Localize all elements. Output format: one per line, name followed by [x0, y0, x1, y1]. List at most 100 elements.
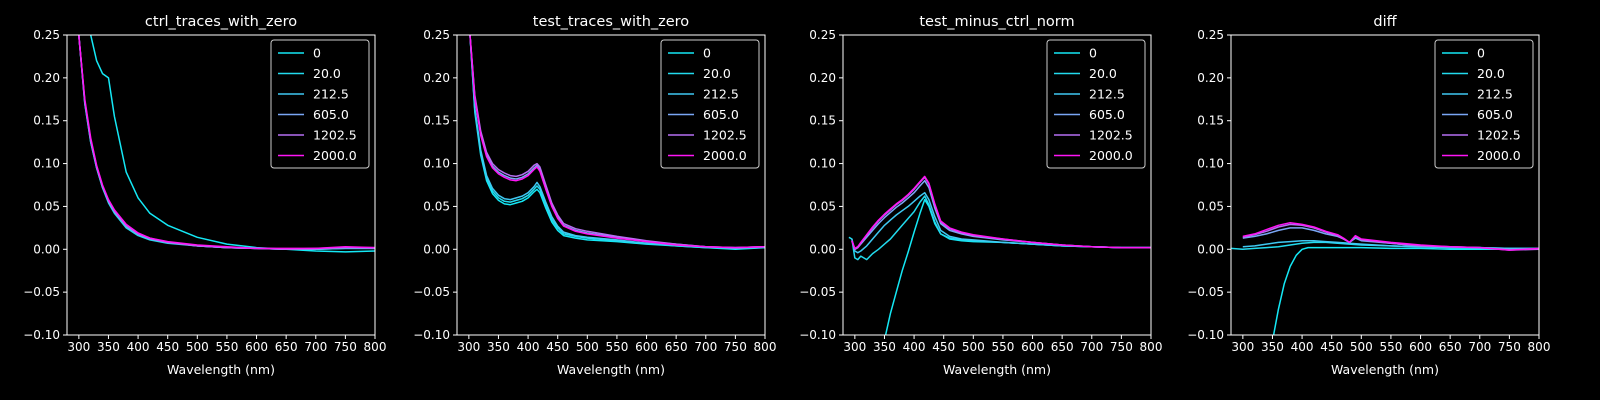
- legend-box: [1434, 39, 1534, 169]
- x-tick-label: 750: [1110, 340, 1133, 354]
- legend-label: 212.5: [313, 87, 349, 102]
- legend-label: 0: [703, 46, 711, 61]
- y-tick-label: 0.20: [33, 71, 60, 85]
- y-tick-label: 0.10: [809, 157, 836, 171]
- x-tick-label: 400: [127, 340, 150, 354]
- legend-box: [1046, 39, 1146, 169]
- y-tick-label: 0.25: [1197, 28, 1224, 42]
- x-tick-label: 800: [1140, 340, 1163, 354]
- series-lines: [1231, 221, 1539, 335]
- series-line-0: [884, 198, 1151, 335]
- series-line-212-5: [851, 191, 1151, 254]
- y-tick-label: 0.05: [423, 199, 450, 213]
- legend-label: 212.5: [1477, 87, 1513, 102]
- legend: 0 20.0 212.5 605.0 1202.5 2000.0: [1434, 39, 1534, 169]
- y-tick-label: 0.00: [423, 242, 450, 256]
- legend-box: [660, 39, 760, 169]
- series-line-2000-0: [851, 175, 1151, 250]
- chart-panel-2: 300 350 400 450 500 550 600 650 700 750 800 −0.10 −0…: [413, 14, 776, 377]
- y-tick-label: 0.10: [33, 157, 60, 171]
- x-axis-label: Wavelength (nm): [557, 362, 665, 377]
- x-tick-label: 650: [275, 340, 298, 354]
- y-tick-label: −0.05: [1187, 285, 1224, 299]
- y-tick-label: 0.20: [809, 71, 836, 85]
- x-tick-label: 450: [932, 340, 955, 354]
- x-tick-label: 400: [903, 340, 926, 354]
- series-line-0: [1272, 246, 1539, 335]
- y-tick-label: −0.05: [799, 285, 836, 299]
- legend-label: 20.0: [703, 66, 731, 81]
- legend-label: 2000.0: [313, 148, 357, 163]
- x-tick-label: 350: [97, 340, 120, 354]
- x-tick-label: 800: [754, 340, 777, 354]
- x-tick-label: 350: [1261, 340, 1284, 354]
- y-tick-label: 0.25: [423, 28, 450, 42]
- y-tick-label: 0.05: [809, 199, 836, 213]
- y-tick-label: 0.15: [33, 114, 60, 128]
- series-line-2000-0: [78, 35, 375, 250]
- legend-label: 2000.0: [1089, 148, 1133, 163]
- legend-label: 605.0: [313, 107, 349, 122]
- y-tick-label: 0.05: [33, 199, 60, 213]
- legend-label: 605.0: [703, 107, 739, 122]
- x-axis-label: Wavelength (nm): [1331, 362, 1439, 377]
- legend-label: 1202.5: [703, 128, 747, 143]
- legend: 0 20.0 212.5 605.0 1202.5 2000.0: [270, 39, 370, 169]
- x-tick-label: 450: [546, 340, 569, 354]
- x-tick-label: 300: [67, 340, 90, 354]
- x-tick-label: 300: [1231, 340, 1254, 354]
- y-tick-label: 0.15: [423, 114, 450, 128]
- y-tick-label: 0.00: [33, 242, 60, 256]
- series-line-1202-5: [469, 35, 765, 249]
- x-tick-label: 600: [635, 340, 658, 354]
- x-tick-label: 500: [576, 340, 599, 354]
- legend: 0 20.0 212.5 605.0 1202.5 2000.0: [1046, 39, 1146, 169]
- legend-label: 0: [1089, 46, 1097, 61]
- x-tick-label: 450: [1320, 340, 1343, 354]
- y-tick-label: 0.20: [1197, 71, 1224, 85]
- x-tick-label: 450: [156, 340, 179, 354]
- x-tick-label: 600: [1409, 340, 1432, 354]
- chart-panel-3: 300 350 400 450 500 550 600 650 700 750 800 −0.10 −0…: [799, 14, 1162, 377]
- x-tick-label: 600: [245, 340, 268, 354]
- x-tick-label: 500: [962, 340, 985, 354]
- y-tick-label: −0.05: [413, 285, 450, 299]
- legend-label: 1202.5: [1477, 128, 1521, 143]
- y-tick-label: 0.25: [809, 28, 836, 42]
- x-tick-label: 350: [873, 340, 896, 354]
- chart-title: test_traces_with_zero: [533, 14, 690, 30]
- legend-label: 212.5: [1089, 87, 1125, 102]
- chart-title: diff: [1373, 14, 1397, 30]
- x-tick-label: 650: [1439, 340, 1462, 354]
- x-tick-label: 750: [724, 340, 747, 354]
- x-tick-label: 550: [605, 340, 628, 354]
- series-lines: [469, 35, 765, 251]
- x-tick-label: 700: [304, 340, 327, 354]
- axes-frame: [66, 34, 376, 336]
- y-tick-label: −0.10: [413, 328, 450, 342]
- x-axis-label: Wavelength (nm): [167, 362, 275, 377]
- x-tick-label: 350: [487, 340, 510, 354]
- legend-box: [270, 39, 370, 169]
- chart-panel-1: 300 350 400 450 500 550 600 650 700 750 800 −0.10 −0…: [23, 14, 386, 377]
- series-line-0: [469, 35, 765, 251]
- legend-label: 605.0: [1477, 107, 1513, 122]
- x-tick-label: 300: [843, 340, 866, 354]
- y-tick-label: −0.05: [23, 285, 60, 299]
- x-tick-label: 550: [991, 340, 1014, 354]
- x-tick-label: 400: [1291, 340, 1314, 354]
- legend-label: 605.0: [1089, 107, 1125, 122]
- y-tick-label: 0.15: [1197, 114, 1224, 128]
- x-tick-label: 800: [364, 340, 387, 354]
- legend-label: 20.0: [1089, 66, 1117, 81]
- x-tick-label: 300: [457, 340, 480, 354]
- chart-title: test_minus_ctrl_norm: [919, 14, 1074, 30]
- legend-label: 212.5: [703, 87, 739, 102]
- y-tick-label: −0.10: [23, 328, 60, 342]
- x-tick-label: 750: [1498, 340, 1521, 354]
- series-line-2000-0: [1242, 221, 1539, 251]
- y-tick-label: 0.00: [809, 242, 836, 256]
- y-tick-label: 0.25: [33, 28, 60, 42]
- legend: 0 20.0 212.5 605.0 1202.5 2000.0: [660, 39, 760, 169]
